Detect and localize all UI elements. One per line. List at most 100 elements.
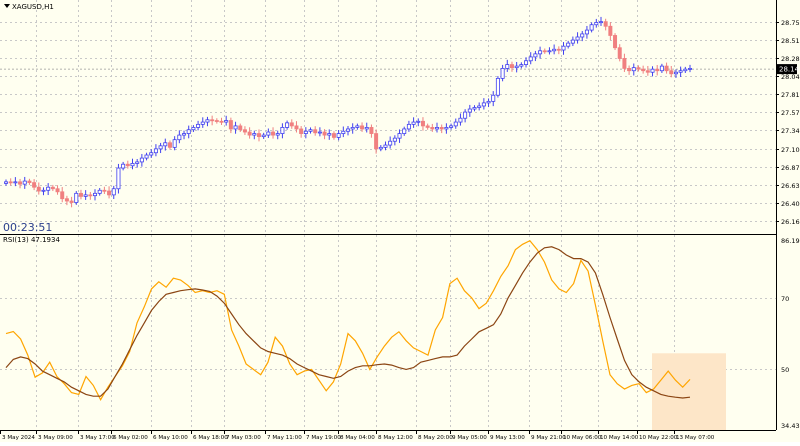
bull-candle[interactable] (158, 145, 163, 150)
bull-candle[interactable] (46, 186, 51, 191)
bull-candle[interactable] (411, 121, 416, 125)
bear-candle[interactable] (331, 133, 336, 138)
bear-candle[interactable] (425, 125, 430, 128)
bear-candle[interactable] (214, 120, 219, 122)
bear-candle[interactable] (102, 189, 107, 192)
bear-candle[interactable] (36, 186, 41, 192)
bull-candle[interactable] (261, 134, 266, 138)
bear-candle[interactable] (8, 181, 13, 184)
bull-candle[interactable] (266, 131, 271, 136)
bear-candle[interactable] (439, 127, 444, 130)
bull-candle[interactable] (111, 188, 116, 196)
bull-candle[interactable] (533, 53, 538, 58)
bull-candle[interactable] (500, 68, 505, 79)
bull-candle[interactable] (514, 65, 519, 69)
bull-candle[interactable] (467, 108, 472, 113)
bull-candle[interactable] (130, 163, 135, 167)
bull-candle[interactable] (149, 152, 154, 156)
bear-candle[interactable] (256, 133, 261, 138)
bear-candle[interactable] (360, 125, 365, 130)
bull-candle[interactable] (350, 127, 355, 130)
bull-candle[interactable] (116, 167, 121, 190)
bull-candle[interactable] (186, 129, 191, 134)
bull-candle[interactable] (598, 21, 603, 24)
bear-candle[interactable] (617, 47, 622, 59)
bull-candle[interactable] (463, 111, 468, 119)
bear-candle[interactable] (294, 125, 299, 130)
bull-candle[interactable] (205, 119, 210, 123)
bear-candle[interactable] (64, 198, 69, 202)
bull-candle[interactable] (191, 127, 196, 131)
bull-candle[interactable] (566, 42, 571, 47)
bull-candle[interactable] (383, 144, 388, 148)
bull-candle[interactable] (233, 125, 238, 130)
rsi-lines[interactable] (5, 239, 691, 401)
bull-candle[interactable] (74, 192, 79, 203)
bull-candle[interactable] (528, 56, 533, 62)
bull-candle[interactable] (659, 65, 664, 72)
dropdown-triangle-icon[interactable] (4, 4, 10, 8)
bull-candle[interactable] (538, 50, 543, 55)
bull-candle[interactable] (139, 157, 144, 163)
bull-candle[interactable] (650, 68, 655, 73)
bull-candle[interactable] (673, 71, 678, 75)
bull-candle[interactable] (93, 192, 98, 197)
bear-candle[interactable] (641, 68, 646, 72)
bull-candle[interactable] (552, 48, 557, 52)
bear-candle[interactable] (167, 142, 172, 148)
bull-candle[interactable] (392, 137, 397, 142)
bull-candle[interactable] (317, 131, 322, 134)
bull-candle[interactable] (336, 133, 341, 138)
bear-candle[interactable] (608, 25, 613, 36)
rsi-line[interactable] (5, 239, 691, 401)
bear-candle[interactable] (219, 120, 224, 123)
bull-candle[interactable] (570, 39, 575, 44)
bear-candle[interactable] (627, 68, 632, 72)
bull-candle[interactable] (97, 189, 102, 194)
bear-candle[interactable] (210, 119, 215, 122)
bear-candle[interactable] (374, 133, 379, 150)
bull-candle[interactable] (589, 24, 594, 31)
bull-candle[interactable] (505, 64, 510, 69)
bull-candle[interactable] (121, 163, 126, 169)
bear-candle[interactable] (78, 192, 83, 197)
bull-candle[interactable] (631, 67, 636, 72)
bull-candle[interactable] (341, 130, 346, 134)
bull-candle[interactable] (378, 146, 383, 150)
bear-candle[interactable] (88, 194, 93, 197)
bull-candle[interactable] (364, 127, 369, 130)
bear-candle[interactable] (69, 200, 74, 203)
bull-candle[interactable] (491, 94, 496, 102)
bear-candle[interactable] (60, 191, 65, 200)
bull-candle[interactable] (678, 70, 683, 73)
bull-candle[interactable] (458, 117, 463, 123)
bear-candle[interactable] (542, 50, 547, 53)
bull-candle[interactable] (275, 133, 280, 136)
bull-candle[interactable] (41, 189, 46, 192)
bull-candle[interactable] (435, 127, 440, 130)
bull-candle[interactable] (477, 105, 482, 108)
bear-candle[interactable] (242, 129, 247, 133)
bull-candle[interactable] (303, 130, 308, 134)
bull-candle[interactable] (13, 181, 18, 184)
bear-candle[interactable] (613, 35, 618, 49)
price-candles[interactable] (4, 16, 693, 208)
bull-candle[interactable] (224, 120, 229, 123)
bull-candle[interactable] (688, 68, 693, 70)
bull-candle[interactable] (196, 123, 201, 128)
bear-candle[interactable] (322, 131, 327, 136)
bull-candle[interactable] (495, 77, 500, 96)
bull-candle[interactable] (172, 139, 177, 148)
bull-candle[interactable] (453, 121, 458, 127)
bull-candle[interactable] (163, 142, 168, 147)
bull-candle[interactable] (416, 120, 421, 123)
bull-candle[interactable] (580, 33, 585, 38)
bull-candle[interactable] (397, 133, 402, 139)
bull-candle[interactable] (355, 125, 360, 128)
bull-candle[interactable] (388, 140, 393, 146)
bear-candle[interactable] (655, 68, 660, 72)
bull-candle[interactable] (200, 121, 205, 125)
bear-candle[interactable] (247, 131, 252, 136)
bull-candle[interactable] (345, 128, 350, 132)
